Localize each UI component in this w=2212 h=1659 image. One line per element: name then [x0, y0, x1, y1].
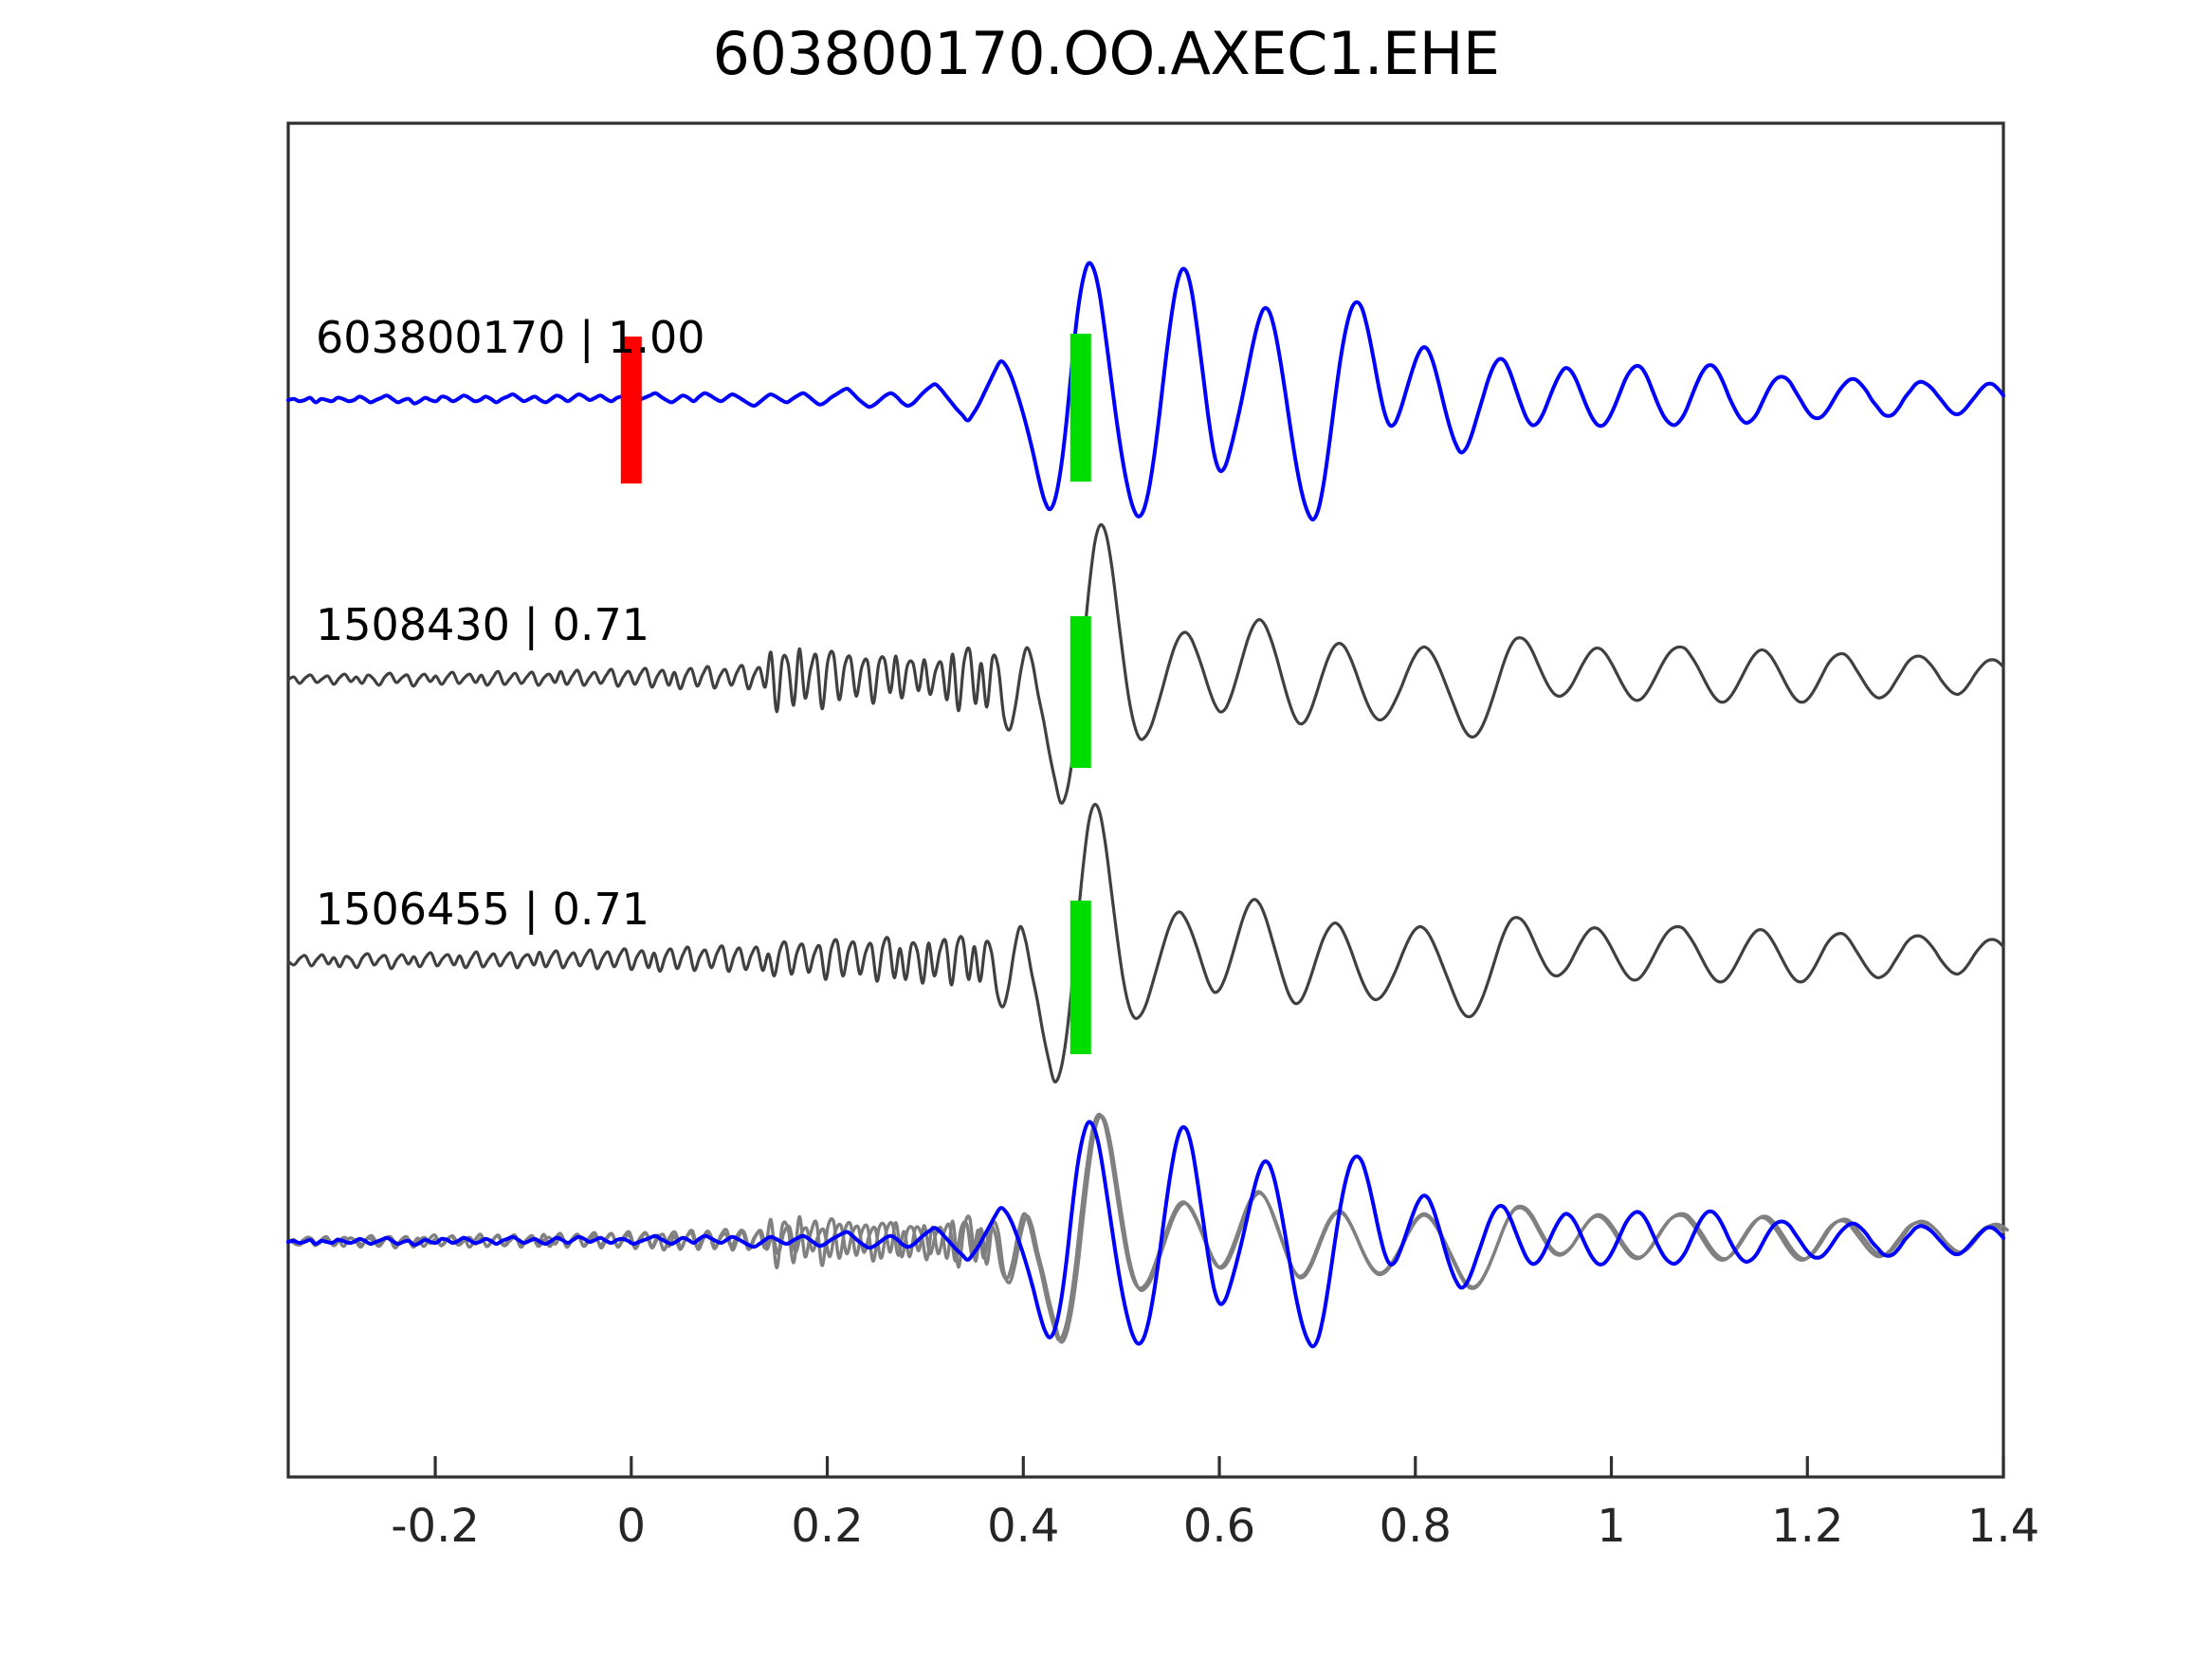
- x-tick-label: 1: [1597, 1500, 1626, 1553]
- trace-1506455: [286, 802, 2005, 1084]
- x-tick-label: 1.2: [1771, 1500, 1843, 1553]
- trace-group: [286, 261, 2009, 1349]
- overlay-trace-603800170: [286, 1120, 2005, 1349]
- phase-pick-marker-trace2: [1069, 616, 1091, 768]
- x-tick-label: -0.2: [391, 1500, 480, 1553]
- phase-pick-marker-trace1: [1069, 334, 1091, 482]
- x-tick-label: 0.6: [1183, 1500, 1255, 1553]
- phase-pick-marker-trace3: [1069, 901, 1091, 1054]
- trace-603800170: [286, 261, 2005, 521]
- trace-labels: 603800170 | 1.00 1508430 | 0.71 1506455 | …: [316, 312, 705, 936]
- x-tick-label: 0: [617, 1500, 647, 1553]
- origin-pick-marker: [620, 337, 642, 483]
- page-title: 603800170.OO.AXEC1.EHE: [712, 19, 1501, 88]
- plot-axes: -0.2 0 0.2 0.4 0.6 0.8 1 1.2 1.4: [286, 121, 2039, 1553]
- x-tick-label: 0.8: [1380, 1500, 1452, 1553]
- overlay-trace-1508430: [286, 1114, 2005, 1344]
- trace-1508430: [286, 522, 2005, 805]
- x-tick-label: 1.4: [1967, 1500, 2039, 1553]
- x-tick-label: 0.4: [987, 1500, 1059, 1553]
- trace-label-603800170: 603800170 | 1.00: [316, 312, 705, 364]
- trace-label-1508430: 1508430 | 0.71: [316, 599, 649, 651]
- x-tick-label: 0.2: [791, 1500, 863, 1553]
- trace-label-1506455: 1506455 | 0.71: [316, 884, 649, 936]
- pick-markers: [620, 334, 1091, 1054]
